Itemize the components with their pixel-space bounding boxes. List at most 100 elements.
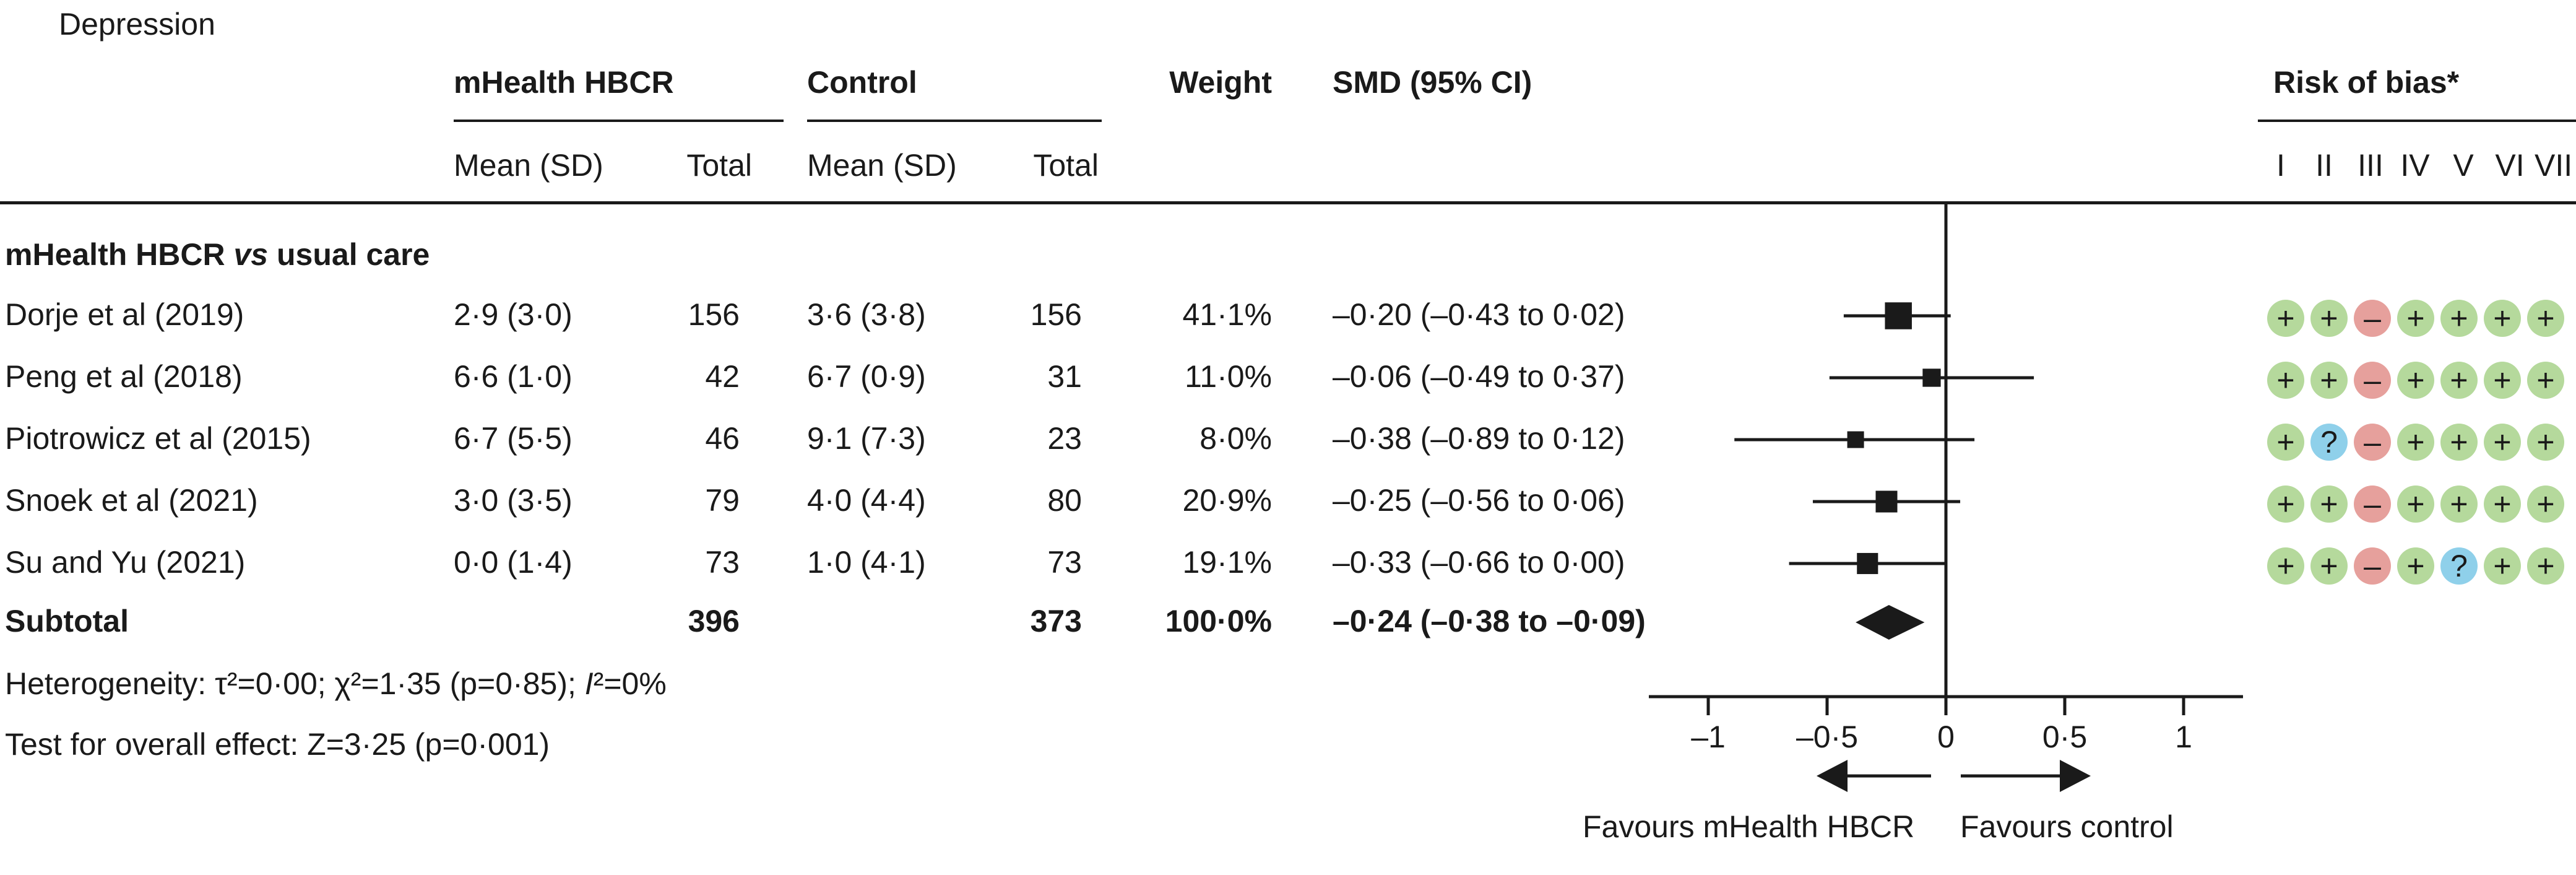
header-group2: Control [807,65,917,100]
study-name: Peng et al (2018) [5,359,243,394]
rob-domain-3: III [2358,148,2384,183]
section-label-vs: vs [233,237,269,272]
rob-domain-1: I [2276,148,2285,183]
rob-low-risk-dot: + [2267,300,2304,337]
smd-ci: –0·06 (–0·49 to 0·37) [1333,359,1625,394]
rob-unclear-risk-dot: ? [2440,547,2478,585]
rob-row: +? – + + + + [2267,424,2564,461]
subtotal-weight: 100·0% [1165,604,1272,638]
mean-sd-1: 0·0 (1·4) [454,545,573,580]
rob-low-risk-dot: + [2267,424,2304,461]
rob-low-risk-dot: + [2527,485,2564,523]
subheader-total-2: Total [1033,148,1099,183]
weight: 20·9% [1182,483,1272,518]
mean-sd-2: 1·0 (4·1) [807,545,926,580]
smd-ci: –0·20 (–0·43 to 0·02) [1333,297,1625,332]
rob-low-risk-dot: + [2484,485,2521,523]
study-name: Piotrowicz et al (2015) [5,421,311,456]
rob-low-risk-dot: + [2397,424,2434,461]
heterogeneity-pre: Heterogeneity: τ²=0·00; χ²=1·35 (p=0·85)… [5,666,585,701]
rob-domain-6: VI [2495,148,2525,183]
favours-left-arrow-head [1817,760,1848,792]
overall-effect-test: Test for overall effect: Z=3·25 (p=0·001… [5,727,550,762]
total-2: 23 [1047,421,1082,456]
total-2: 156 [1030,297,1082,332]
subtotal-label: Subtotal [5,604,129,638]
header-rob: Risk of bias* [2273,65,2460,100]
x-axis-tick-label: –1 [1691,720,1726,754]
weight: 11·0% [1185,359,1272,394]
favours-right-label: Favours control [1960,809,2174,844]
header-group1: mHealth HBCR [454,65,674,100]
rob-row: + + – + + + + [2267,300,2564,337]
mean-sd-2: 3·6 (3·8) [807,297,926,332]
rob-domain-2: II [2315,148,2333,183]
rob-low-risk-dot: + [2397,547,2434,585]
header-weight: Weight [1169,65,1272,100]
rob-high-risk-dot: – [2354,300,2391,337]
x-axis-tick-label: –0·5 [1796,720,1858,754]
rob-low-risk-dot: + [2267,362,2304,399]
x-axis-tick-label: 0·5 [2042,720,2087,754]
mean-sd-2: 6·7 (0·9) [807,359,926,394]
study-name: Dorje et al (2019) [5,297,244,332]
heterogeneity-post: ²=0% [593,666,667,701]
mean-sd-1: 3·0 (3·5) [454,483,573,518]
rob-domain-4: IV [2400,148,2430,183]
mean-sd-1: 2·9 (3·0) [454,297,573,332]
rob-row: + + – + + + + [2267,362,2564,399]
rob-domain-5: V [2453,148,2474,183]
mean-sd-1: 6·7 (5·5) [454,421,573,456]
group1-underline [454,120,784,122]
total-1: 73 [705,545,740,580]
table-header-rule [0,201,2576,204]
header-smd: SMD (95% CI) [1333,65,1532,100]
heterogeneity-stats: Heterogeneity: τ²=0·00; χ²=1·35 (p=0·85)… [5,668,667,699]
subheader-mean-sd-2: Mean (SD) [807,148,957,183]
group2-underline [807,120,1102,122]
rob-low-risk-dot: + [2397,485,2434,523]
rob-low-risk-dot: + [2310,300,2348,337]
section-label-pre: mHealth HBCR [5,237,234,272]
subtotal-smd-ci: –0·24 (–0·38 to –0·09) [1333,604,1646,638]
favours-right-arrow-head [2060,760,2091,792]
subtotal-total-1: 396 [688,604,740,638]
rob-low-risk-dot: + [2310,547,2348,585]
rob-high-risk-dot: – [2354,362,2391,399]
study-point-estimate [1857,552,1878,575]
rob-row: + + – + + + + [2267,485,2564,523]
section-label-post: usual care [268,237,430,272]
pooled-diamond [1856,605,1925,640]
mean-sd-2: 4·0 (4·4) [807,483,926,518]
favours-left-label: Favours mHealth HBCR [1583,809,1915,844]
subheader-total-1: Total [686,148,752,183]
heterogeneity-i: I [584,666,594,701]
rob-low-risk-dot: + [2527,300,2564,337]
weight: 19·1% [1182,545,1272,580]
mean-sd-1: 6·6 (1·0) [454,359,573,394]
mean-sd-2: 9·1 (7·3) [807,421,926,456]
rob-low-risk-dot: + [2440,424,2478,461]
rob-low-risk-dot: + [2527,362,2564,399]
weight: 8·0% [1199,421,1272,456]
study-point-estimate [1885,302,1912,329]
study-point-estimate [1922,368,1941,387]
rob-low-risk-dot: + [2397,300,2434,337]
rob-low-risk-dot: + [2484,300,2521,337]
rob-high-risk-dot: – [2354,485,2391,523]
total-2: 31 [1047,359,1082,394]
rob-low-risk-dot: + [2484,424,2521,461]
rob-low-risk-dot: + [2440,300,2478,337]
rob-underline [2258,120,2576,122]
rob-row: + + – +? + + [2267,547,2564,585]
rob-high-risk-dot: – [2354,547,2391,585]
total-1: 156 [688,297,740,332]
smd-ci: –0·25 (–0·56 to 0·06) [1333,483,1625,518]
total-1: 79 [705,483,740,518]
rob-low-risk-dot: + [2267,547,2304,585]
smd-ci: –0·38 (–0·89 to 0·12) [1333,421,1625,456]
x-axis-tick-label: 0 [1937,720,1955,754]
outcome-title: Depression [59,7,215,41]
study-point-estimate [1875,490,1898,513]
